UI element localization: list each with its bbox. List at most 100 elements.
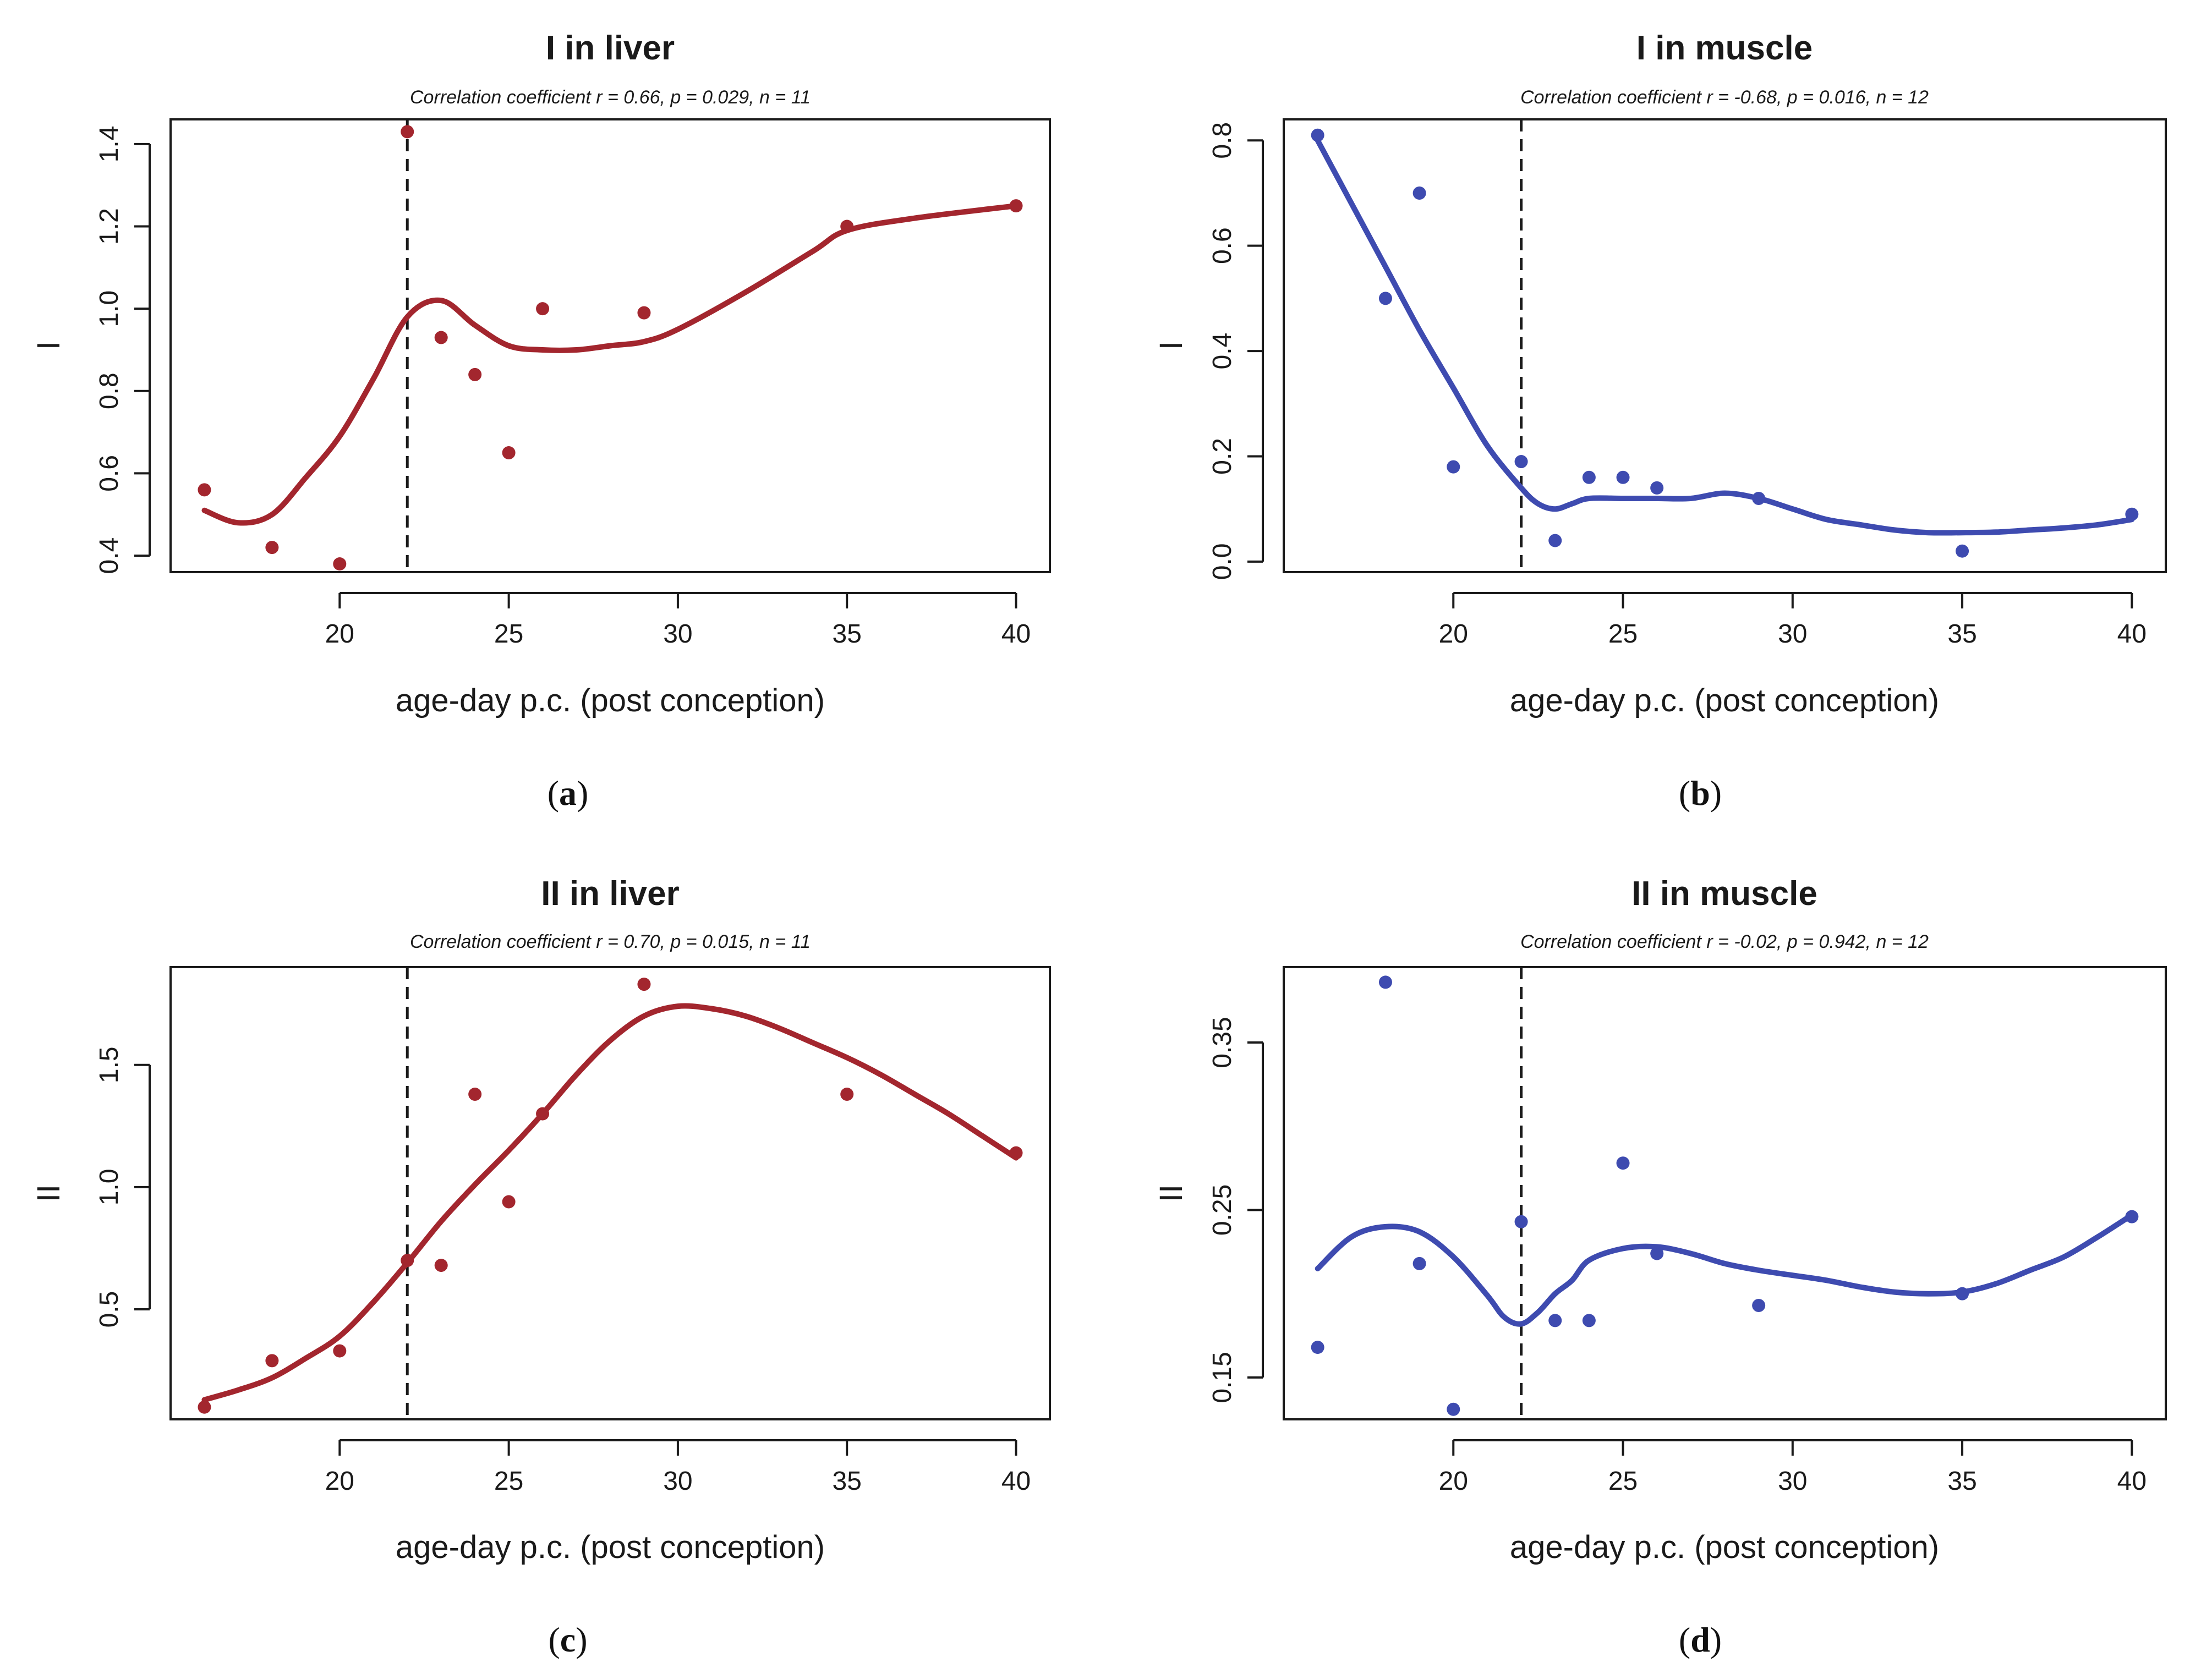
x-axis: 20 25 30 35 40 [1439,1439,2147,1496]
data-point [198,483,211,497]
data-point [468,367,482,381]
data-point [502,446,516,460]
data-point [1956,544,1969,558]
data-point [1582,470,1596,484]
y-tick-label: 0.8 [1208,122,1237,159]
x-tick-label: 30 [1778,1467,1807,1496]
x-tick-label: 25 [1608,1467,1638,1496]
data-point [1514,455,1528,469]
x-tick-label: 20 [1439,1467,1468,1496]
x-tick-label: 20 [1439,619,1468,649]
chart-title: II in muscle [1631,875,1817,913]
y-axis-label: II [1153,1184,1189,1202]
y-axis-label: I [1153,341,1189,350]
panel-letter: c [560,1620,576,1659]
data-point [1311,128,1324,142]
panel-label: (a) [547,773,589,813]
data-point [536,1107,550,1121]
data-point [1514,1215,1528,1228]
marks [198,119,1023,572]
x-tick-label: 30 [663,1467,692,1496]
data-point [1752,1298,1766,1312]
data-point [198,1400,211,1414]
data-point [637,978,651,991]
plot-frame [169,966,1051,1420]
data-point [333,1344,347,1358]
plot-frame [169,118,1051,573]
y-tick-label: 0.6 [95,455,124,492]
data-point [840,1088,854,1101]
data-point [434,331,448,344]
chart-title: I in muscle [1636,29,1813,67]
x-axis: 20 25 30 35 40 [325,592,1031,649]
x-tick-label: 35 [1947,1467,1976,1496]
data-point [1616,1156,1630,1170]
chart-subtitle: Correlation coefficient r = -0.68, p = 0… [1520,87,1929,108]
y-tick-label: 1.2 [95,208,124,245]
x-axis-label: age-day p.c. (post conception) [396,1529,825,1565]
data-point [2125,507,2139,521]
y-axis: 0.0 0.2 0.4 0.6 0.8 [1208,122,1264,580]
y-axis: 0.5 1.0 1.5 [95,1046,151,1327]
panel-d: II in muscle Correlation coefficient r =… [1153,875,2167,1659]
data-point [265,541,279,555]
panel-c: II in liver Correlation coefficient r = … [31,875,1051,1659]
panel-a: I in liver Correlation coefficient r = 0… [31,29,1051,813]
smooth-curve [1315,1212,2135,1327]
smooth-curve [201,203,1019,526]
y-tick-label: 0.4 [95,537,124,574]
panel-label: (d) [1679,1620,1722,1659]
y-axis: 0.15 0.25 0.35 [1208,1017,1264,1403]
chart-subtitle: Correlation coefficient r = -0.02, p = 0… [1520,931,1929,952]
x-tick-label: 35 [833,1467,862,1496]
data-point [1616,470,1630,484]
chart-title: I in liver [546,29,675,67]
x-tick-label: 20 [325,1467,354,1496]
x-axis-label: age-day p.c. (post conception) [1510,683,1939,718]
data-point [434,1259,448,1272]
data-point [1447,460,1460,474]
smooth-curve [1315,138,2135,536]
x-tick-label: 35 [833,619,862,649]
y-tick-label: 1.0 [95,1169,124,1206]
chart-title: II in liver [541,875,680,913]
data-point [1378,292,1392,305]
data-point [468,1088,482,1101]
data-point [637,306,651,320]
panel-letter: b [1690,773,1710,813]
x-axis: 20 25 30 35 40 [1439,592,2147,649]
x-tick-label: 25 [494,619,523,649]
x-tick-label: 20 [325,619,354,649]
y-tick-label: 1.5 [95,1046,124,1083]
data-point [1378,975,1392,989]
y-tick-label: 0.8 [95,372,124,409]
x-tick-label: 40 [2117,619,2147,649]
marks [1311,119,2139,572]
data-point [502,1195,516,1209]
data-point [2125,1210,2139,1223]
x-axis-label: age-day p.c. (post conception) [396,683,825,718]
x-tick-label: 40 [1001,619,1031,649]
chart-subtitle: Correlation coefficient r = 0.66, p = 0.… [410,87,811,108]
y-axis: 0.4 0.6 0.8 1.0 1.2 1.4 [95,126,151,574]
x-tick-label: 40 [1001,1467,1031,1496]
x-tick-label: 30 [663,619,692,649]
data-point [1311,1341,1324,1354]
y-tick-label: 0.0 [1208,543,1237,580]
x-tick-label: 25 [494,1467,523,1496]
panel-label: (c) [548,1620,587,1659]
data-point [1009,1146,1023,1160]
x-tick-label: 35 [1947,619,1976,649]
data-point [536,302,550,316]
panel-b: I in muscle Correlation coefficient r = … [1153,29,2167,813]
data-point [265,1354,279,1368]
y-tick-label: 0.15 [1208,1352,1237,1403]
data-point [401,125,414,139]
data-point [1548,534,1562,547]
y-tick-label: 0.4 [1208,333,1237,370]
y-tick-label: 0.25 [1208,1184,1237,1236]
data-point [840,220,854,233]
chart-subtitle: Correlation coefficient r = 0.70, p = 0.… [410,931,811,952]
data-point [333,557,347,571]
